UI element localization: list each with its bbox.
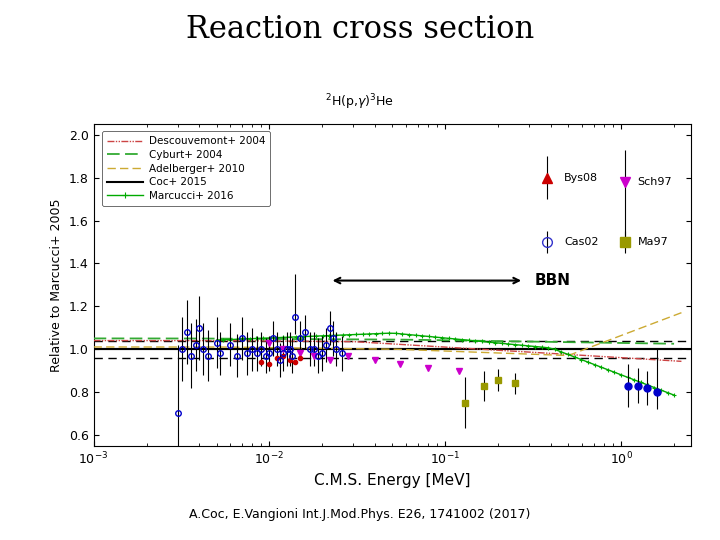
Text: BBN: BBN xyxy=(535,273,571,288)
Legend: Descouvemont+ 2004, Cyburt+ 2004, Adelberger+ 2010, Coc+ 2015, Marcucci+ 2016: Descouvemont+ 2004, Cyburt+ 2004, Adelbe… xyxy=(102,131,271,206)
Y-axis label: Relative to Marcucci+ 2005: Relative to Marcucci+ 2005 xyxy=(50,198,63,372)
Text: A.Coc, E.Vangioni Int.J.Mod.Phys. E26, 1741002 (2017): A.Coc, E.Vangioni Int.J.Mod.Phys. E26, 1… xyxy=(189,508,531,521)
Text: Sch97: Sch97 xyxy=(638,177,672,187)
Text: Cas02: Cas02 xyxy=(564,237,599,247)
X-axis label: C.M.S. Energy [MeV]: C.M.S. Energy [MeV] xyxy=(314,472,471,488)
Text: Bys08: Bys08 xyxy=(564,173,598,183)
Text: Reaction cross section: Reaction cross section xyxy=(186,14,534,44)
Text: $^{2}$H(p,$\gamma$)$^{3}$He: $^{2}$H(p,$\gamma$)$^{3}$He xyxy=(325,92,395,112)
Text: Ma97: Ma97 xyxy=(638,237,668,247)
